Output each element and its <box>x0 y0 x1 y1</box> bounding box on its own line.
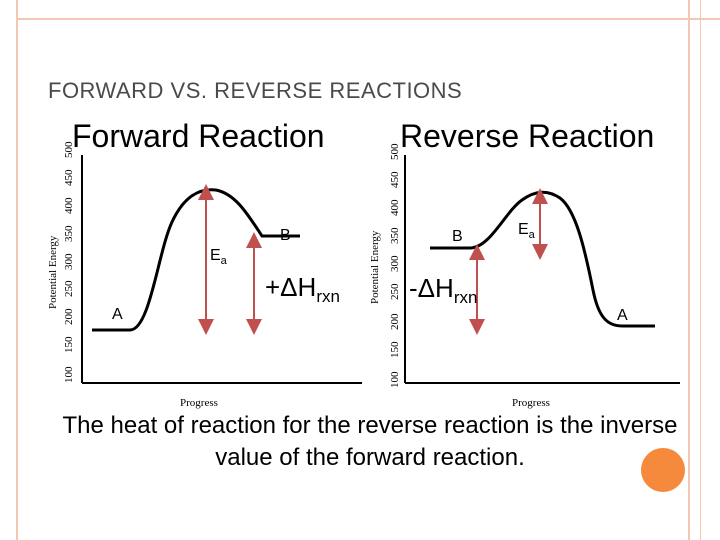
forward-delta-h-main: +ΔH <box>265 272 316 302</box>
reverse-ytick-250: 250 <box>389 283 401 300</box>
forward-diagram: 100 150 200 250 300 350 400 450 500 Pote… <box>47 141 362 409</box>
reverse-label-ea: Ea <box>518 221 536 241</box>
forward-panel-title: Forward Reaction <box>72 118 325 154</box>
reverse-delta-h-label: -ΔHrxn <box>409 273 477 307</box>
forward-ytick-400: 400 <box>63 197 75 214</box>
decorative-orange-circle <box>641 448 685 492</box>
forward-ea-subscript: a <box>221 255 228 267</box>
forward-ytick-450: 450 <box>63 169 75 186</box>
reverse-ytick-450: 450 <box>389 171 401 188</box>
reverse-delta-h-subscript: rxn <box>454 288 478 307</box>
reverse-ea-subscript: a <box>529 229 536 241</box>
reverse-ytick-400: 400 <box>389 199 401 216</box>
forward-delta-h-subscript: rxn <box>316 287 340 306</box>
reverse-diagram: 100 150 200 250 300 350 400 450 500 Pote… <box>369 143 680 409</box>
reverse-label-a: A <box>617 307 628 324</box>
reverse-delta-h-main: -ΔH <box>409 273 454 303</box>
reverse-ytick-300: 300 <box>389 255 401 272</box>
reverse-y-ticks: 100 150 200 250 300 350 400 450 500 <box>389 143 401 388</box>
reverse-ytick-150: 150 <box>389 341 401 358</box>
forward-delta-h-label: +ΔHrxn <box>265 272 340 306</box>
reverse-x-axis-title: Progress <box>512 397 550 409</box>
forward-ytick-350: 350 <box>63 225 75 242</box>
forward-label-a: A <box>112 306 123 323</box>
reverse-ytick-500: 500 <box>389 143 401 160</box>
forward-energy-curve <box>92 188 300 332</box>
forward-x-axis-title: Progress <box>180 397 218 409</box>
frame-line-right-thin <box>700 0 701 540</box>
reverse-panel-title: Reverse Reaction <box>400 118 655 154</box>
forward-label-ea: Ea <box>210 247 228 267</box>
forward-y-axis-title: Potential Energy <box>47 235 59 309</box>
reverse-ea-main: E <box>518 221 529 238</box>
forward-ytick-150: 150 <box>63 336 75 353</box>
forward-ytick-300: 300 <box>63 253 75 270</box>
forward-label-b: B <box>280 227 291 244</box>
forward-ea-main: E <box>210 247 221 264</box>
reverse-y-axis-title: Potential Energy <box>369 230 381 304</box>
forward-ytick-200: 200 <box>63 308 75 325</box>
forward-y-ticks: 100 150 200 250 300 350 400 450 500 <box>63 141 75 383</box>
frame-line-right <box>688 0 690 540</box>
forward-ytick-250: 250 <box>63 280 75 297</box>
forward-ytick-500: 500 <box>63 141 75 158</box>
reverse-ytick-350: 350 <box>389 227 401 244</box>
frame-line-left <box>16 0 18 540</box>
reverse-label-b: B <box>452 228 463 245</box>
reverse-ytick-100: 100 <box>389 371 401 388</box>
reverse-energy-curve <box>430 190 655 328</box>
slide-caption: The heat of reaction for the reverse rea… <box>62 412 678 471</box>
forward-ytick-100: 100 <box>63 366 75 383</box>
reverse-ytick-200: 200 <box>389 313 401 330</box>
slide-title: FORWARD VS. REVERSE REACTIONS <box>48 78 463 103</box>
frame-line-top <box>16 18 720 20</box>
